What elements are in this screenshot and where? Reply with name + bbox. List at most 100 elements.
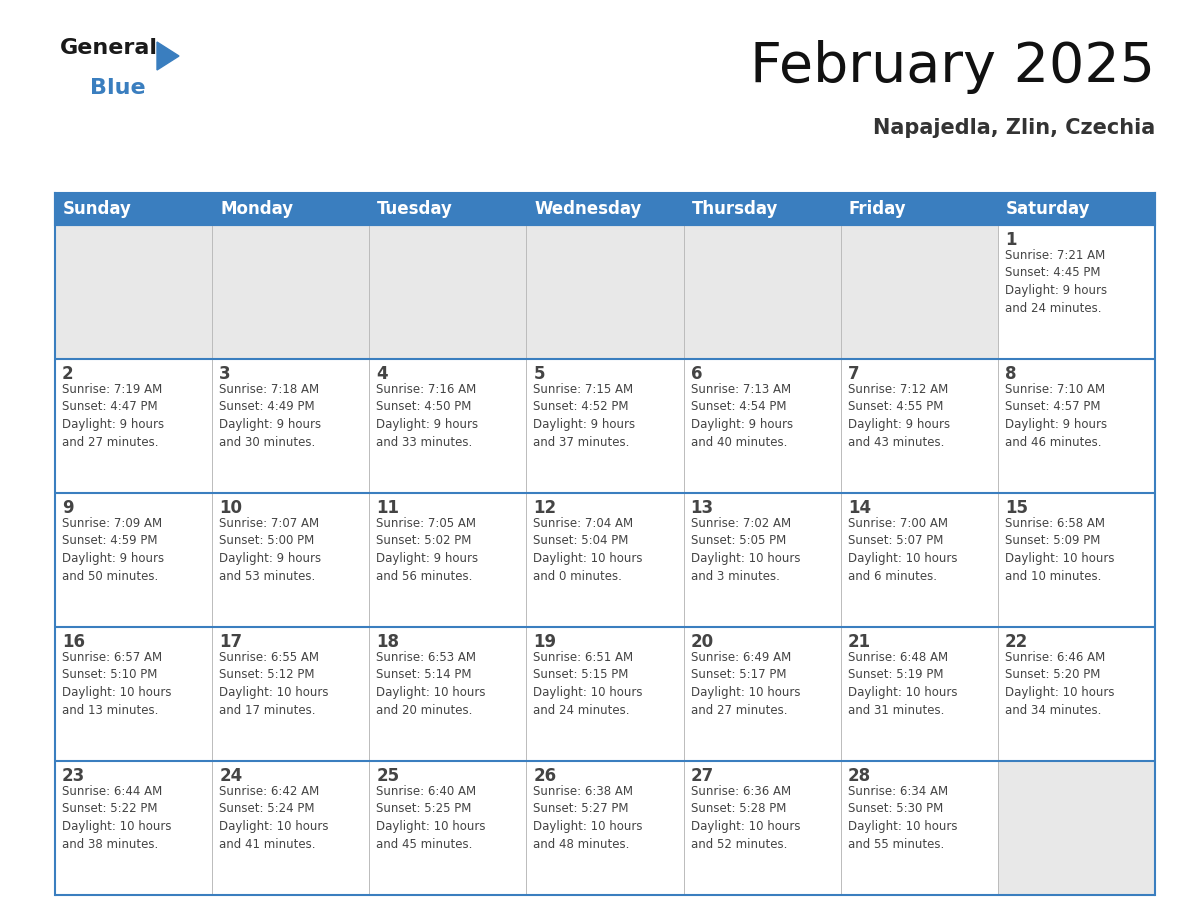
Text: Sunrise: 7:19 AM
Sunset: 4:47 PM
Daylight: 9 hours
and 27 minutes.: Sunrise: 7:19 AM Sunset: 4:47 PM Dayligh… [62,383,164,449]
Text: Sunrise: 6:40 AM
Sunset: 5:25 PM
Daylight: 10 hours
and 45 minutes.: Sunrise: 6:40 AM Sunset: 5:25 PM Dayligh… [377,785,486,850]
Text: Monday: Monday [220,200,293,218]
Text: Napajedla, Zlin, Czechia: Napajedla, Zlin, Czechia [873,118,1155,138]
Text: Sunrise: 7:12 AM
Sunset: 4:55 PM
Daylight: 9 hours
and 43 minutes.: Sunrise: 7:12 AM Sunset: 4:55 PM Dayligh… [848,383,950,449]
Bar [683,493,841,627]
Bar [998,225,1155,359]
Text: 22: 22 [1005,633,1028,651]
Text: 12: 12 [533,499,556,517]
Text: Blue: Blue [90,78,146,98]
Bar [841,359,998,493]
Text: 25: 25 [377,767,399,785]
Bar [55,193,213,225]
Text: Sunrise: 7:04 AM
Sunset: 5:04 PM
Daylight: 10 hours
and 0 minutes.: Sunrise: 7:04 AM Sunset: 5:04 PM Dayligh… [533,517,643,583]
Text: Sunrise: 6:49 AM
Sunset: 5:17 PM
Daylight: 10 hours
and 27 minutes.: Sunrise: 6:49 AM Sunset: 5:17 PM Dayligh… [690,651,800,717]
Bar [369,761,526,895]
Bar [55,193,1155,225]
Bar [213,225,369,359]
Text: Thursday: Thursday [691,200,778,218]
Bar [526,493,683,627]
Bar [526,761,683,895]
Text: Sunrise: 6:51 AM
Sunset: 5:15 PM
Daylight: 10 hours
and 24 minutes.: Sunrise: 6:51 AM Sunset: 5:15 PM Dayligh… [533,651,643,717]
Bar [998,493,1155,627]
Text: 20: 20 [690,633,714,651]
Text: 18: 18 [377,633,399,651]
Bar [55,359,213,493]
Text: February 2025: February 2025 [750,40,1155,94]
Text: Saturday: Saturday [1006,200,1091,218]
Bar [683,627,841,761]
Bar [55,761,213,895]
Text: 15: 15 [1005,499,1028,517]
Bar [526,225,683,359]
Bar [526,193,683,225]
Text: 26: 26 [533,767,556,785]
Bar [998,359,1155,493]
Text: 10: 10 [219,499,242,517]
Text: 1: 1 [1005,231,1017,249]
Text: 9: 9 [62,499,74,517]
Bar [683,193,841,225]
Text: 16: 16 [62,633,86,651]
Text: Sunday: Sunday [63,200,132,218]
Text: Sunrise: 6:53 AM
Sunset: 5:14 PM
Daylight: 10 hours
and 20 minutes.: Sunrise: 6:53 AM Sunset: 5:14 PM Dayligh… [377,651,486,717]
Bar [683,359,841,493]
Text: Sunrise: 6:44 AM
Sunset: 5:22 PM
Daylight: 10 hours
and 38 minutes.: Sunrise: 6:44 AM Sunset: 5:22 PM Dayligh… [62,785,171,850]
Text: Sunrise: 6:38 AM
Sunset: 5:27 PM
Daylight: 10 hours
and 48 minutes.: Sunrise: 6:38 AM Sunset: 5:27 PM Dayligh… [533,785,643,850]
Text: Sunrise: 7:02 AM
Sunset: 5:05 PM
Daylight: 10 hours
and 3 minutes.: Sunrise: 7:02 AM Sunset: 5:05 PM Dayligh… [690,517,800,583]
Bar [841,761,998,895]
Text: 7: 7 [848,365,859,383]
Text: Sunrise: 7:00 AM
Sunset: 5:07 PM
Daylight: 10 hours
and 6 minutes.: Sunrise: 7:00 AM Sunset: 5:07 PM Dayligh… [848,517,958,583]
Text: Sunrise: 6:42 AM
Sunset: 5:24 PM
Daylight: 10 hours
and 41 minutes.: Sunrise: 6:42 AM Sunset: 5:24 PM Dayligh… [219,785,329,850]
Bar [213,761,369,895]
Bar [55,225,213,359]
Text: Sunrise: 7:07 AM
Sunset: 5:00 PM
Daylight: 9 hours
and 53 minutes.: Sunrise: 7:07 AM Sunset: 5:00 PM Dayligh… [219,517,321,583]
Bar [841,193,998,225]
Text: Sunrise: 7:18 AM
Sunset: 4:49 PM
Daylight: 9 hours
and 30 minutes.: Sunrise: 7:18 AM Sunset: 4:49 PM Dayligh… [219,383,321,449]
Text: 14: 14 [848,499,871,517]
Bar [55,627,213,761]
Text: 11: 11 [377,499,399,517]
Text: Tuesday: Tuesday [378,200,453,218]
Text: 17: 17 [219,633,242,651]
Bar [213,193,369,225]
Text: 5: 5 [533,365,545,383]
Text: 13: 13 [690,499,714,517]
Bar [369,627,526,761]
Bar [683,761,841,895]
Bar [841,493,998,627]
Text: 8: 8 [1005,365,1017,383]
Text: Sunrise: 6:36 AM
Sunset: 5:28 PM
Daylight: 10 hours
and 52 minutes.: Sunrise: 6:36 AM Sunset: 5:28 PM Dayligh… [690,785,800,850]
Text: 3: 3 [219,365,230,383]
Bar [998,627,1155,761]
Text: Friday: Friday [848,200,906,218]
Text: Sunrise: 6:55 AM
Sunset: 5:12 PM
Daylight: 10 hours
and 17 minutes.: Sunrise: 6:55 AM Sunset: 5:12 PM Dayligh… [219,651,329,717]
Bar [213,627,369,761]
Bar [841,225,998,359]
Bar [369,225,526,359]
Text: 23: 23 [62,767,86,785]
Text: Sunrise: 6:46 AM
Sunset: 5:20 PM
Daylight: 10 hours
and 34 minutes.: Sunrise: 6:46 AM Sunset: 5:20 PM Dayligh… [1005,651,1114,717]
Bar [369,493,526,627]
Bar [55,493,213,627]
Bar [526,359,683,493]
Bar [998,761,1155,895]
Text: Sunrise: 6:34 AM
Sunset: 5:30 PM
Daylight: 10 hours
and 55 minutes.: Sunrise: 6:34 AM Sunset: 5:30 PM Dayligh… [848,785,958,850]
Text: Sunrise: 6:57 AM
Sunset: 5:10 PM
Daylight: 10 hours
and 13 minutes.: Sunrise: 6:57 AM Sunset: 5:10 PM Dayligh… [62,651,171,717]
Text: 2: 2 [62,365,74,383]
Text: Sunrise: 7:15 AM
Sunset: 4:52 PM
Daylight: 9 hours
and 37 minutes.: Sunrise: 7:15 AM Sunset: 4:52 PM Dayligh… [533,383,636,449]
Bar [369,193,526,225]
Text: 4: 4 [377,365,388,383]
Text: 27: 27 [690,767,714,785]
Text: Sunrise: 7:16 AM
Sunset: 4:50 PM
Daylight: 9 hours
and 33 minutes.: Sunrise: 7:16 AM Sunset: 4:50 PM Dayligh… [377,383,479,449]
Text: Sunrise: 7:21 AM
Sunset: 4:45 PM
Daylight: 9 hours
and 24 minutes.: Sunrise: 7:21 AM Sunset: 4:45 PM Dayligh… [1005,249,1107,315]
Text: 19: 19 [533,633,556,651]
Bar [213,359,369,493]
Bar [841,627,998,761]
Text: 28: 28 [848,767,871,785]
Bar [213,493,369,627]
Bar [998,193,1155,225]
Text: Sunrise: 7:10 AM
Sunset: 4:57 PM
Daylight: 9 hours
and 46 minutes.: Sunrise: 7:10 AM Sunset: 4:57 PM Dayligh… [1005,383,1107,449]
Bar [526,627,683,761]
Text: Sunrise: 7:09 AM
Sunset: 4:59 PM
Daylight: 9 hours
and 50 minutes.: Sunrise: 7:09 AM Sunset: 4:59 PM Dayligh… [62,517,164,583]
Bar [369,359,526,493]
